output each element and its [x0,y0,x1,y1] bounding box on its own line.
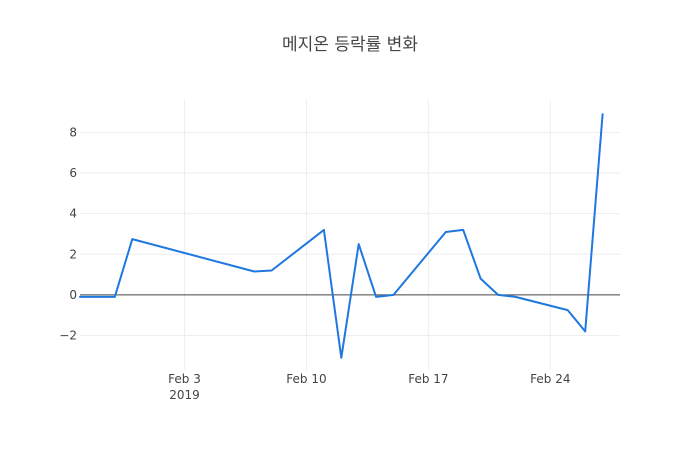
y-axis-ticks: −2 0 2 4 6 8 [59,125,77,342]
y-tick-label: 2 [69,247,77,261]
y-tick-label: −2 [59,328,77,342]
x-grid [184,100,551,370]
x-tick-label: Feb 24 [530,372,570,386]
y-tick-label: 4 [69,207,77,221]
y-grid [80,131,620,336]
x-tick-label: Feb 17 [408,372,448,386]
series-line [79,113,604,359]
x-tick-label: Feb 3 [168,372,201,386]
series-group [79,113,604,359]
y-tick-label: 0 [69,288,77,302]
x-tick-sublabel: 2019 [169,388,200,402]
chart-title: 메지온 등락률 변화 [282,35,418,55]
y-tick-label: 8 [69,125,77,139]
x-tick-label: Feb 10 [286,372,326,386]
x-axis-ticks: Feb 3 2019 Feb 10 Feb 17 Feb 24 [168,372,570,402]
y-tick-label: 6 [69,166,77,180]
